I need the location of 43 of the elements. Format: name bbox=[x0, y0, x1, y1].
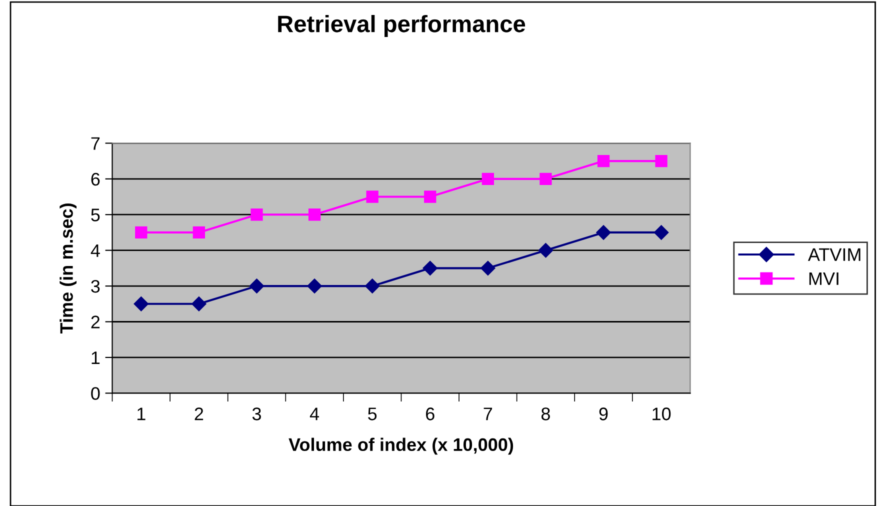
y-axis-title: Time (in m.sec) bbox=[60, 204, 77, 334]
x-tick-label: 9 bbox=[599, 408, 608, 420]
point bbox=[134, 296, 149, 312]
point bbox=[596, 225, 611, 240]
legend-label: MVI bbox=[809, 272, 838, 285]
point bbox=[250, 208, 263, 221]
x-tick-label: 2 bbox=[194, 408, 204, 420]
y-tick-label: 4 bbox=[90, 244, 100, 257]
x-tick-label: 3 bbox=[252, 408, 261, 420]
point bbox=[192, 296, 206, 312]
point bbox=[308, 208, 321, 221]
point bbox=[482, 172, 494, 185]
chart-title: Retrieval performance bbox=[278, 14, 526, 37]
legend-label: ATVIM bbox=[808, 248, 860, 261]
x-tick-label: 8 bbox=[541, 408, 550, 420]
point bbox=[366, 190, 378, 203]
point bbox=[540, 172, 552, 185]
point bbox=[655, 154, 668, 168]
point bbox=[307, 278, 322, 294]
point bbox=[538, 242, 554, 258]
point bbox=[249, 278, 264, 294]
point bbox=[135, 226, 148, 239]
y-tick-label: 6 bbox=[91, 172, 100, 186]
x-tick-label: 5 bbox=[368, 408, 377, 420]
point bbox=[364, 278, 380, 294]
x-tick-label: 1 bbox=[138, 408, 146, 420]
y-tick-label: 0 bbox=[91, 387, 100, 400]
x-tick-label: 6 bbox=[426, 408, 434, 420]
y-tick-label: 3 bbox=[91, 280, 100, 293]
y-tick-label: 1 bbox=[92, 352, 100, 364]
point bbox=[597, 154, 610, 168]
point bbox=[654, 225, 669, 240]
point bbox=[422, 260, 438, 276]
point bbox=[480, 260, 496, 276]
point bbox=[424, 190, 436, 203]
x-axis-title: Volume of index (x 10,000) bbox=[288, 438, 514, 455]
x-tick-label: 7 bbox=[484, 408, 492, 420]
point bbox=[192, 226, 206, 239]
y-tick-label: 5 bbox=[91, 208, 100, 222]
y-tick-label: 7 bbox=[91, 137, 100, 150]
x-tick-label: 4 bbox=[310, 408, 320, 420]
x-tick-label: 10 bbox=[652, 408, 671, 420]
y-tick-label: 2 bbox=[91, 316, 100, 328]
